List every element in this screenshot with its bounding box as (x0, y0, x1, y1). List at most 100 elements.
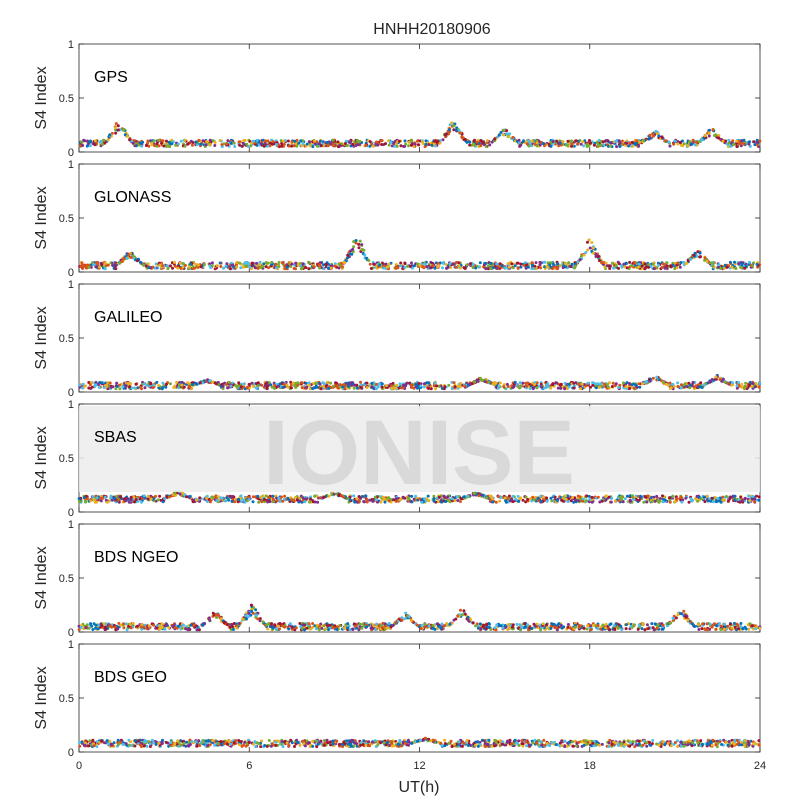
data-point (290, 144, 294, 148)
data-point (676, 613, 680, 617)
panel-label: GALILEO (94, 309, 162, 326)
data-point (225, 496, 229, 500)
data-point (731, 139, 735, 143)
data-point (549, 386, 553, 390)
data-point (486, 264, 490, 268)
data-point (610, 261, 614, 265)
data-point (733, 494, 737, 498)
data-point (91, 628, 95, 631)
data-point (114, 263, 118, 267)
data-point (655, 132, 659, 136)
data-point (631, 144, 635, 148)
data-point (336, 140, 340, 144)
data-point (524, 266, 528, 270)
data-point (413, 142, 417, 146)
data-point (625, 141, 628, 145)
data-point (661, 262, 665, 266)
data-point (724, 139, 728, 143)
data-point (359, 383, 363, 387)
data-point (397, 139, 401, 143)
data-point (710, 378, 714, 381)
data-point (274, 142, 278, 146)
data-point (629, 499, 632, 503)
data-point (465, 263, 469, 267)
data-point (516, 266, 520, 270)
data-point (183, 138, 187, 142)
data-point (725, 495, 728, 498)
data-point (196, 265, 200, 269)
data-point (740, 499, 744, 503)
data-point (576, 260, 580, 264)
data-point (201, 139, 205, 143)
data-point (527, 144, 531, 148)
data-point (452, 262, 456, 266)
data-point (450, 387, 454, 390)
data-point (570, 139, 574, 143)
data-point (707, 134, 711, 138)
data-point (618, 141, 622, 145)
data-point (390, 386, 394, 390)
data-point (703, 256, 707, 260)
data-point (450, 380, 454, 384)
data-point (412, 145, 416, 149)
data-point (406, 264, 410, 268)
data-point (114, 126, 117, 130)
data-point (360, 248, 364, 252)
data-point (235, 261, 239, 265)
data-point (256, 384, 260, 388)
y-tick-label: 0 (68, 627, 74, 639)
y-tick-label: 0.5 (59, 93, 74, 105)
data-point (289, 386, 293, 390)
data-point (436, 139, 440, 143)
data-point (585, 494, 589, 498)
data-point (126, 497, 130, 501)
data-point (424, 142, 428, 146)
data-point (604, 495, 608, 499)
data-point (259, 266, 263, 270)
data-point (362, 500, 366, 503)
data-point (318, 496, 322, 500)
data-point (211, 139, 215, 143)
data-point (676, 381, 679, 385)
data-point (173, 264, 177, 268)
data-point (234, 384, 238, 387)
data-point (696, 250, 700, 254)
data-point (308, 387, 312, 391)
data-point (452, 124, 456, 128)
data-point (209, 143, 212, 146)
data-point (726, 499, 730, 503)
data-point (327, 386, 331, 390)
data-point (617, 262, 621, 266)
data-point (233, 145, 237, 148)
data-point (469, 262, 473, 266)
data-point (444, 133, 447, 137)
data-point (322, 263, 325, 267)
data-point (327, 267, 330, 270)
data-point (598, 500, 602, 504)
data-point (421, 265, 425, 268)
data-point (252, 139, 256, 143)
data-point (449, 266, 453, 269)
data-point (744, 381, 748, 385)
data-point (144, 144, 148, 147)
data-point (607, 381, 611, 385)
data-point (280, 142, 284, 145)
data-point (318, 139, 322, 143)
data-point (294, 267, 297, 271)
data-point (290, 262, 294, 266)
data-point (654, 129, 658, 133)
data-point (152, 383, 156, 387)
data-point (147, 144, 151, 148)
data-point (110, 498, 114, 502)
data-point (530, 140, 534, 143)
data-point (753, 500, 756, 503)
data-point (632, 498, 636, 502)
data-point (126, 381, 130, 385)
data-point (458, 131, 462, 135)
data-point (402, 145, 406, 148)
data-point (596, 495, 600, 499)
data-point (666, 383, 670, 387)
data-point (291, 381, 295, 385)
